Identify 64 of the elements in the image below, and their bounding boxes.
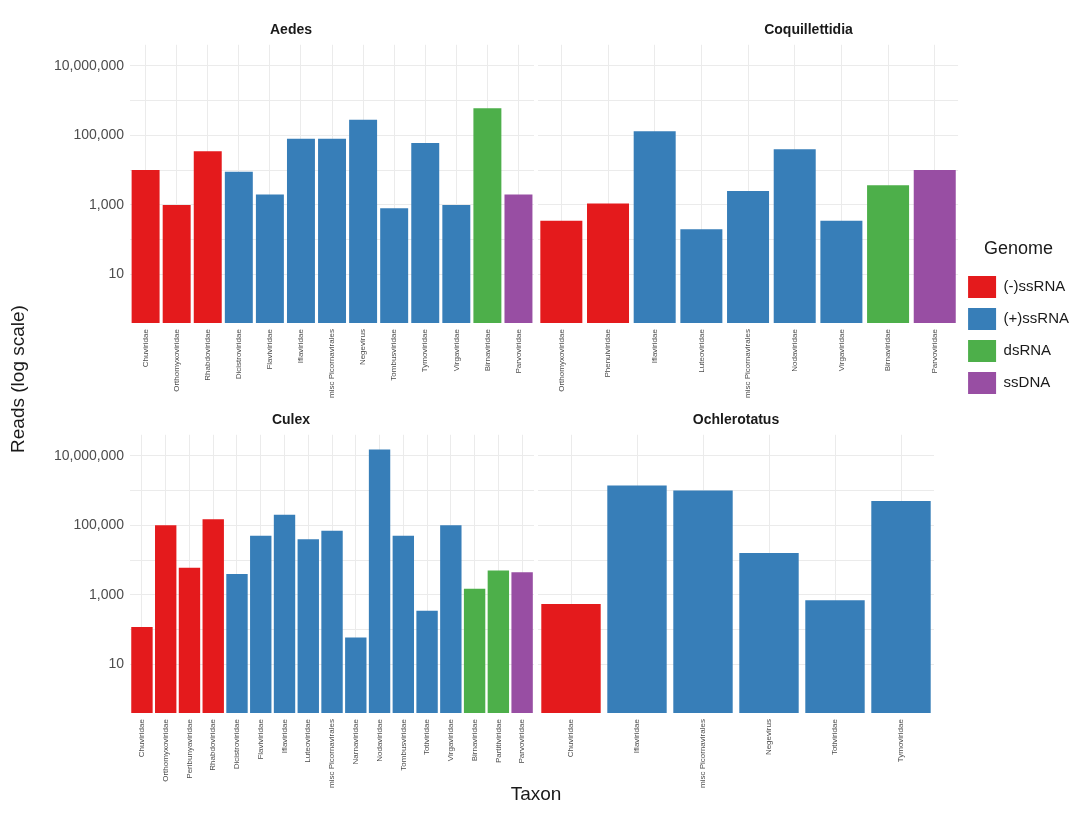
chart-title: Aedes — [269, 21, 313, 38]
x-tick-label: Birnaviridae — [482, 328, 492, 372]
x-tick-label: Chuviridae — [140, 328, 150, 368]
x-tick-label: misc Picornavirales — [327, 329, 337, 398]
x-tick-label: Narnaviridae — [351, 718, 360, 765]
x-tick-label: Tombusviridae — [398, 718, 408, 771]
x-axis-title: Taxon — [510, 783, 562, 804]
x-tick-label: Iflaviridae — [632, 718, 642, 754]
x-tick-label: Flaviviridae — [255, 718, 265, 760]
x-tick-label: Totiviridae — [830, 718, 840, 756]
y-axis-title: Reads (log scale) — [7, 304, 29, 455]
x-tick-label: Parvoviridae — [517, 718, 527, 764]
x-tick-label: Luteoviridae — [303, 718, 313, 763]
x-tick-label: Orthomyxoviridae — [171, 328, 181, 392]
y-tick-label: 10 — [108, 265, 125, 282]
x-tick-label: Peribunyaviridae — [184, 718, 194, 779]
legend-label: (+)ssRNA — [1003, 309, 1069, 327]
chart-title: Coquillettidia — [764, 21, 854, 38]
x-tick-label: Rhabdoviridae — [208, 718, 218, 771]
chart-title: Culex — [271, 411, 311, 428]
x-tick-label: Parvoviridae — [929, 328, 939, 374]
legend-label: dsRNA — [1003, 341, 1052, 359]
x-tick-label: Birnaviridae — [469, 718, 479, 762]
x-tick-label: Flaviviridae — [265, 328, 275, 370]
legend-label: ssDNA — [1003, 373, 1051, 391]
y-tick-label: 100,000 — [73, 516, 125, 533]
y-tick-label: 10 — [108, 655, 125, 672]
x-tick-label: Iflaviridae — [279, 718, 289, 754]
x-tick-label: Luteoviridae — [696, 328, 706, 373]
y-tick-label: 1,000 — [89, 195, 125, 212]
x-tick-label: Tombusviridae — [389, 328, 399, 381]
x-tick-label: Dicistroviridae — [232, 718, 242, 770]
x-tick-label: Rhabdoviridae — [202, 328, 212, 381]
x-tick-label: Parvoviridae — [513, 328, 523, 374]
x-tick-label: Orthomyxoviridae — [556, 328, 566, 392]
x-tick-label: Birnaviridae — [883, 328, 893, 372]
x-tick-label: misc Picornavirales — [327, 719, 337, 788]
x-tick-label: Tymoviridae — [896, 718, 906, 763]
x-tick-label: Negevirus — [358, 329, 368, 366]
x-tick-label: Dicistroviridae — [234, 328, 244, 380]
legend-title: Genome — [984, 238, 1054, 259]
chart-title: Ochlerotatus — [692, 411, 780, 428]
x-tick-label: Virgaviridae — [446, 718, 456, 762]
x-tick-label: Virgaviridae — [451, 328, 461, 372]
x-tick-label: Iflaviridae — [296, 328, 306, 364]
x-tick-label: Tymoviridae — [420, 328, 430, 373]
x-tick-label: Orthomyxoviridae — [160, 718, 170, 782]
x-tick-label: Nodaviridae — [789, 328, 799, 372]
x-tick-label: Chuviridae — [566, 718, 576, 758]
y-tick-label: 10,000,000 — [53, 56, 125, 73]
x-tick-label: Virgaviridae — [836, 328, 846, 372]
x-tick-label: misc Picornavirales — [743, 329, 753, 398]
x-tick-label: Iflaviridae — [649, 328, 659, 364]
x-tick-label: misc Picornavirales — [698, 719, 708, 788]
x-tick-label: Totiviridae — [422, 718, 432, 756]
y-tick-label: 100,000 — [73, 126, 125, 143]
x-tick-label: Phenuiviridae — [603, 328, 613, 378]
x-tick-label: Negevirus — [764, 719, 774, 756]
x-tick-label: Chuviridae — [137, 718, 147, 758]
y-tick-label: 1,000 — [89, 585, 125, 602]
y-tick-label: 10,000,000 — [53, 446, 125, 463]
legend-label: (-)ssRNA — [1003, 277, 1066, 295]
x-tick-label: Nodaviridae — [374, 718, 384, 762]
x-tick-label: Partitiviridae — [493, 718, 503, 764]
